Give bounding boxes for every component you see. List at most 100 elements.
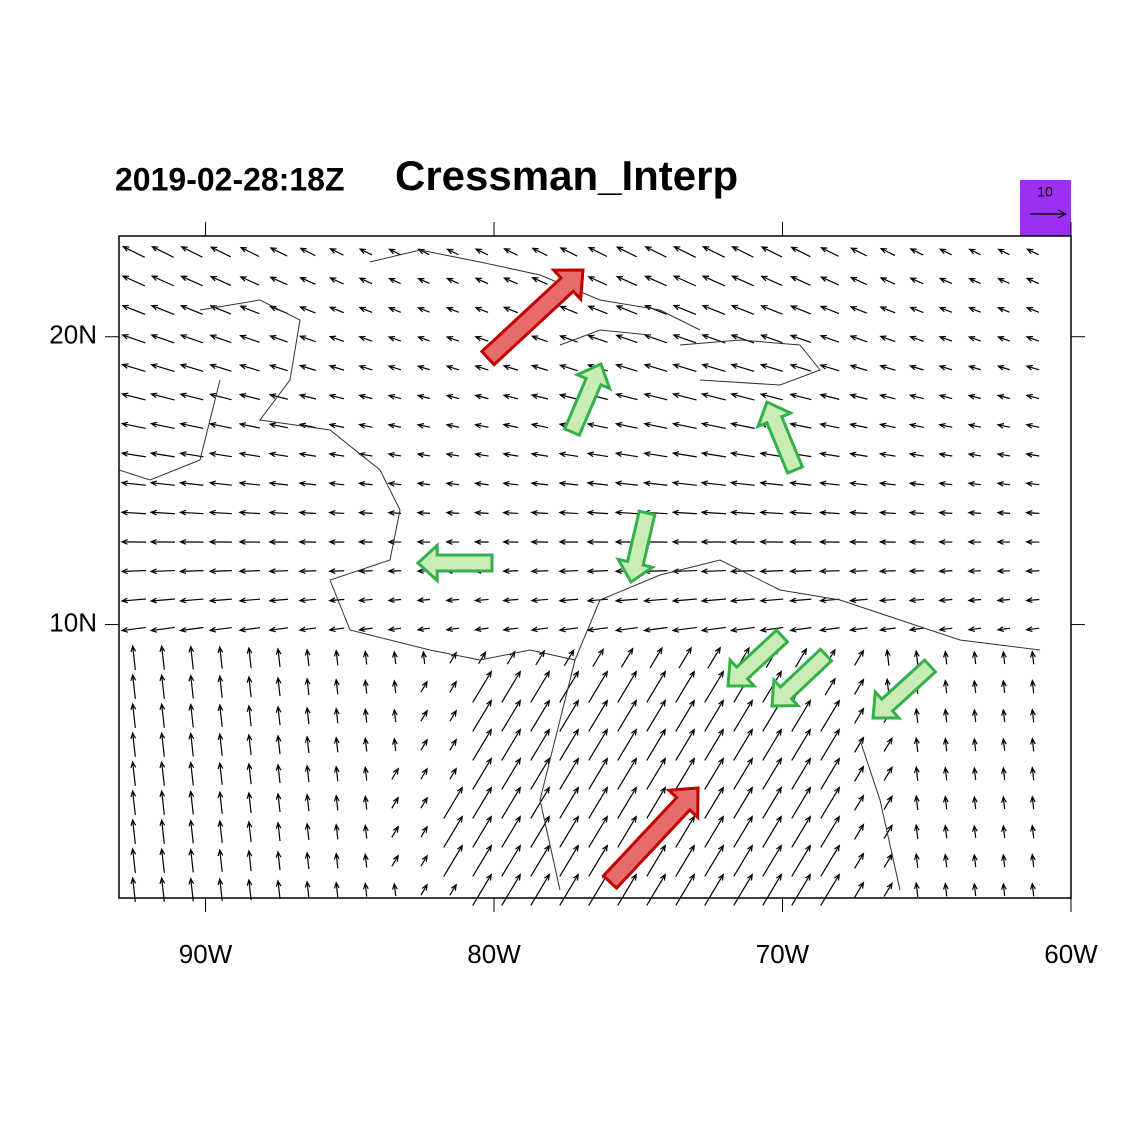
wind-vector [416,394,430,400]
wind-vector [238,451,261,458]
wind-vector [531,277,548,285]
wind-vector [671,539,697,545]
wind-vector [701,363,726,373]
wind-vector [760,275,783,287]
wind-vector [1025,597,1040,603]
wind-vector [620,647,634,668]
wind-vector [387,364,402,371]
wind-vector [819,334,840,343]
wind-vector [733,728,754,761]
x-tick-label: 80W [467,939,521,969]
wind-vector [883,853,893,868]
wind-vector [878,597,896,604]
wind-vector [791,757,812,790]
wind-vector [646,699,667,732]
wind-vector [615,305,638,315]
wind-vector [879,247,896,256]
wind-vector [586,480,609,487]
wind-vector [760,246,783,258]
wind-vector [420,796,428,809]
wind-vector [849,422,868,429]
wind-vector [328,480,345,487]
wind-vector [819,276,840,286]
wind-vector [588,815,609,848]
wind-vector [387,626,402,632]
wind-vector [275,676,282,697]
wind-vector [502,306,518,314]
wind-vector [849,276,868,286]
wind-vector [759,363,783,372]
wind-vector [472,670,493,703]
wind-vector [238,480,261,487]
wind-vector [416,481,431,487]
wind-vector [675,670,696,703]
wind-vector [617,757,638,790]
wind-vector [558,539,579,545]
coastlines [118,249,1041,891]
wind-vector [179,626,204,633]
wind-vector [730,363,755,372]
wind-vector [149,480,175,487]
wind-vector [304,880,311,899]
wind-vector [298,451,317,458]
wind-vector [1025,335,1040,342]
wind-vector [502,568,519,574]
wind-vector [179,392,204,401]
wind-vector [358,335,373,342]
wind-vector [700,480,726,487]
wind-vector [788,597,812,604]
wind-vector [675,699,696,732]
wind-vector [268,568,289,575]
wind-vector [246,849,253,872]
wind-vector [387,481,402,487]
wind-vector [357,480,373,487]
wind-vector [299,247,316,257]
wind-vector [275,821,282,842]
wind-vector [1025,510,1040,516]
wind-vector [358,364,373,371]
wind-vector [878,451,896,458]
wind-vector [878,626,896,633]
red-arrow [479,268,585,367]
wind-vector [759,392,784,401]
wind-vector [913,794,920,810]
wind-vector [530,568,549,574]
wind-vector [909,335,924,342]
wind-vector [996,452,1011,458]
wind-vector [217,645,224,669]
wind-vector [298,568,317,574]
wind-vector [217,790,224,814]
wind-vector [996,510,1011,516]
wind-vector [298,393,317,400]
wind-vector [938,277,953,285]
wind-vector [938,568,953,574]
wind-vector [530,422,549,429]
y-tick-label: 20N [49,320,97,350]
wind-vector [879,306,896,314]
wind-vector [443,786,464,819]
wind-vector [913,852,920,868]
wind-vector [938,481,953,487]
wind-vector [275,850,282,871]
wind-vector [791,815,812,848]
wind-vector [938,306,953,313]
wind-vector [1030,795,1036,810]
wind-vector [391,767,399,780]
wind-vector [1025,626,1040,633]
wind-vector [391,854,399,867]
wind-vector [909,277,924,285]
wind-vector [938,335,953,342]
wind-vector [790,276,811,286]
wind-vector [239,334,260,343]
wind-vector [328,422,345,429]
wind-vector [333,649,340,666]
wind-vector [217,674,224,698]
wind-vector [997,277,1010,285]
wind-vector [246,733,253,756]
wind-vector [120,392,146,401]
wind-vector [420,738,428,751]
wind-vector [530,844,551,877]
wind-vector [614,597,638,604]
wind-vector [854,852,865,869]
